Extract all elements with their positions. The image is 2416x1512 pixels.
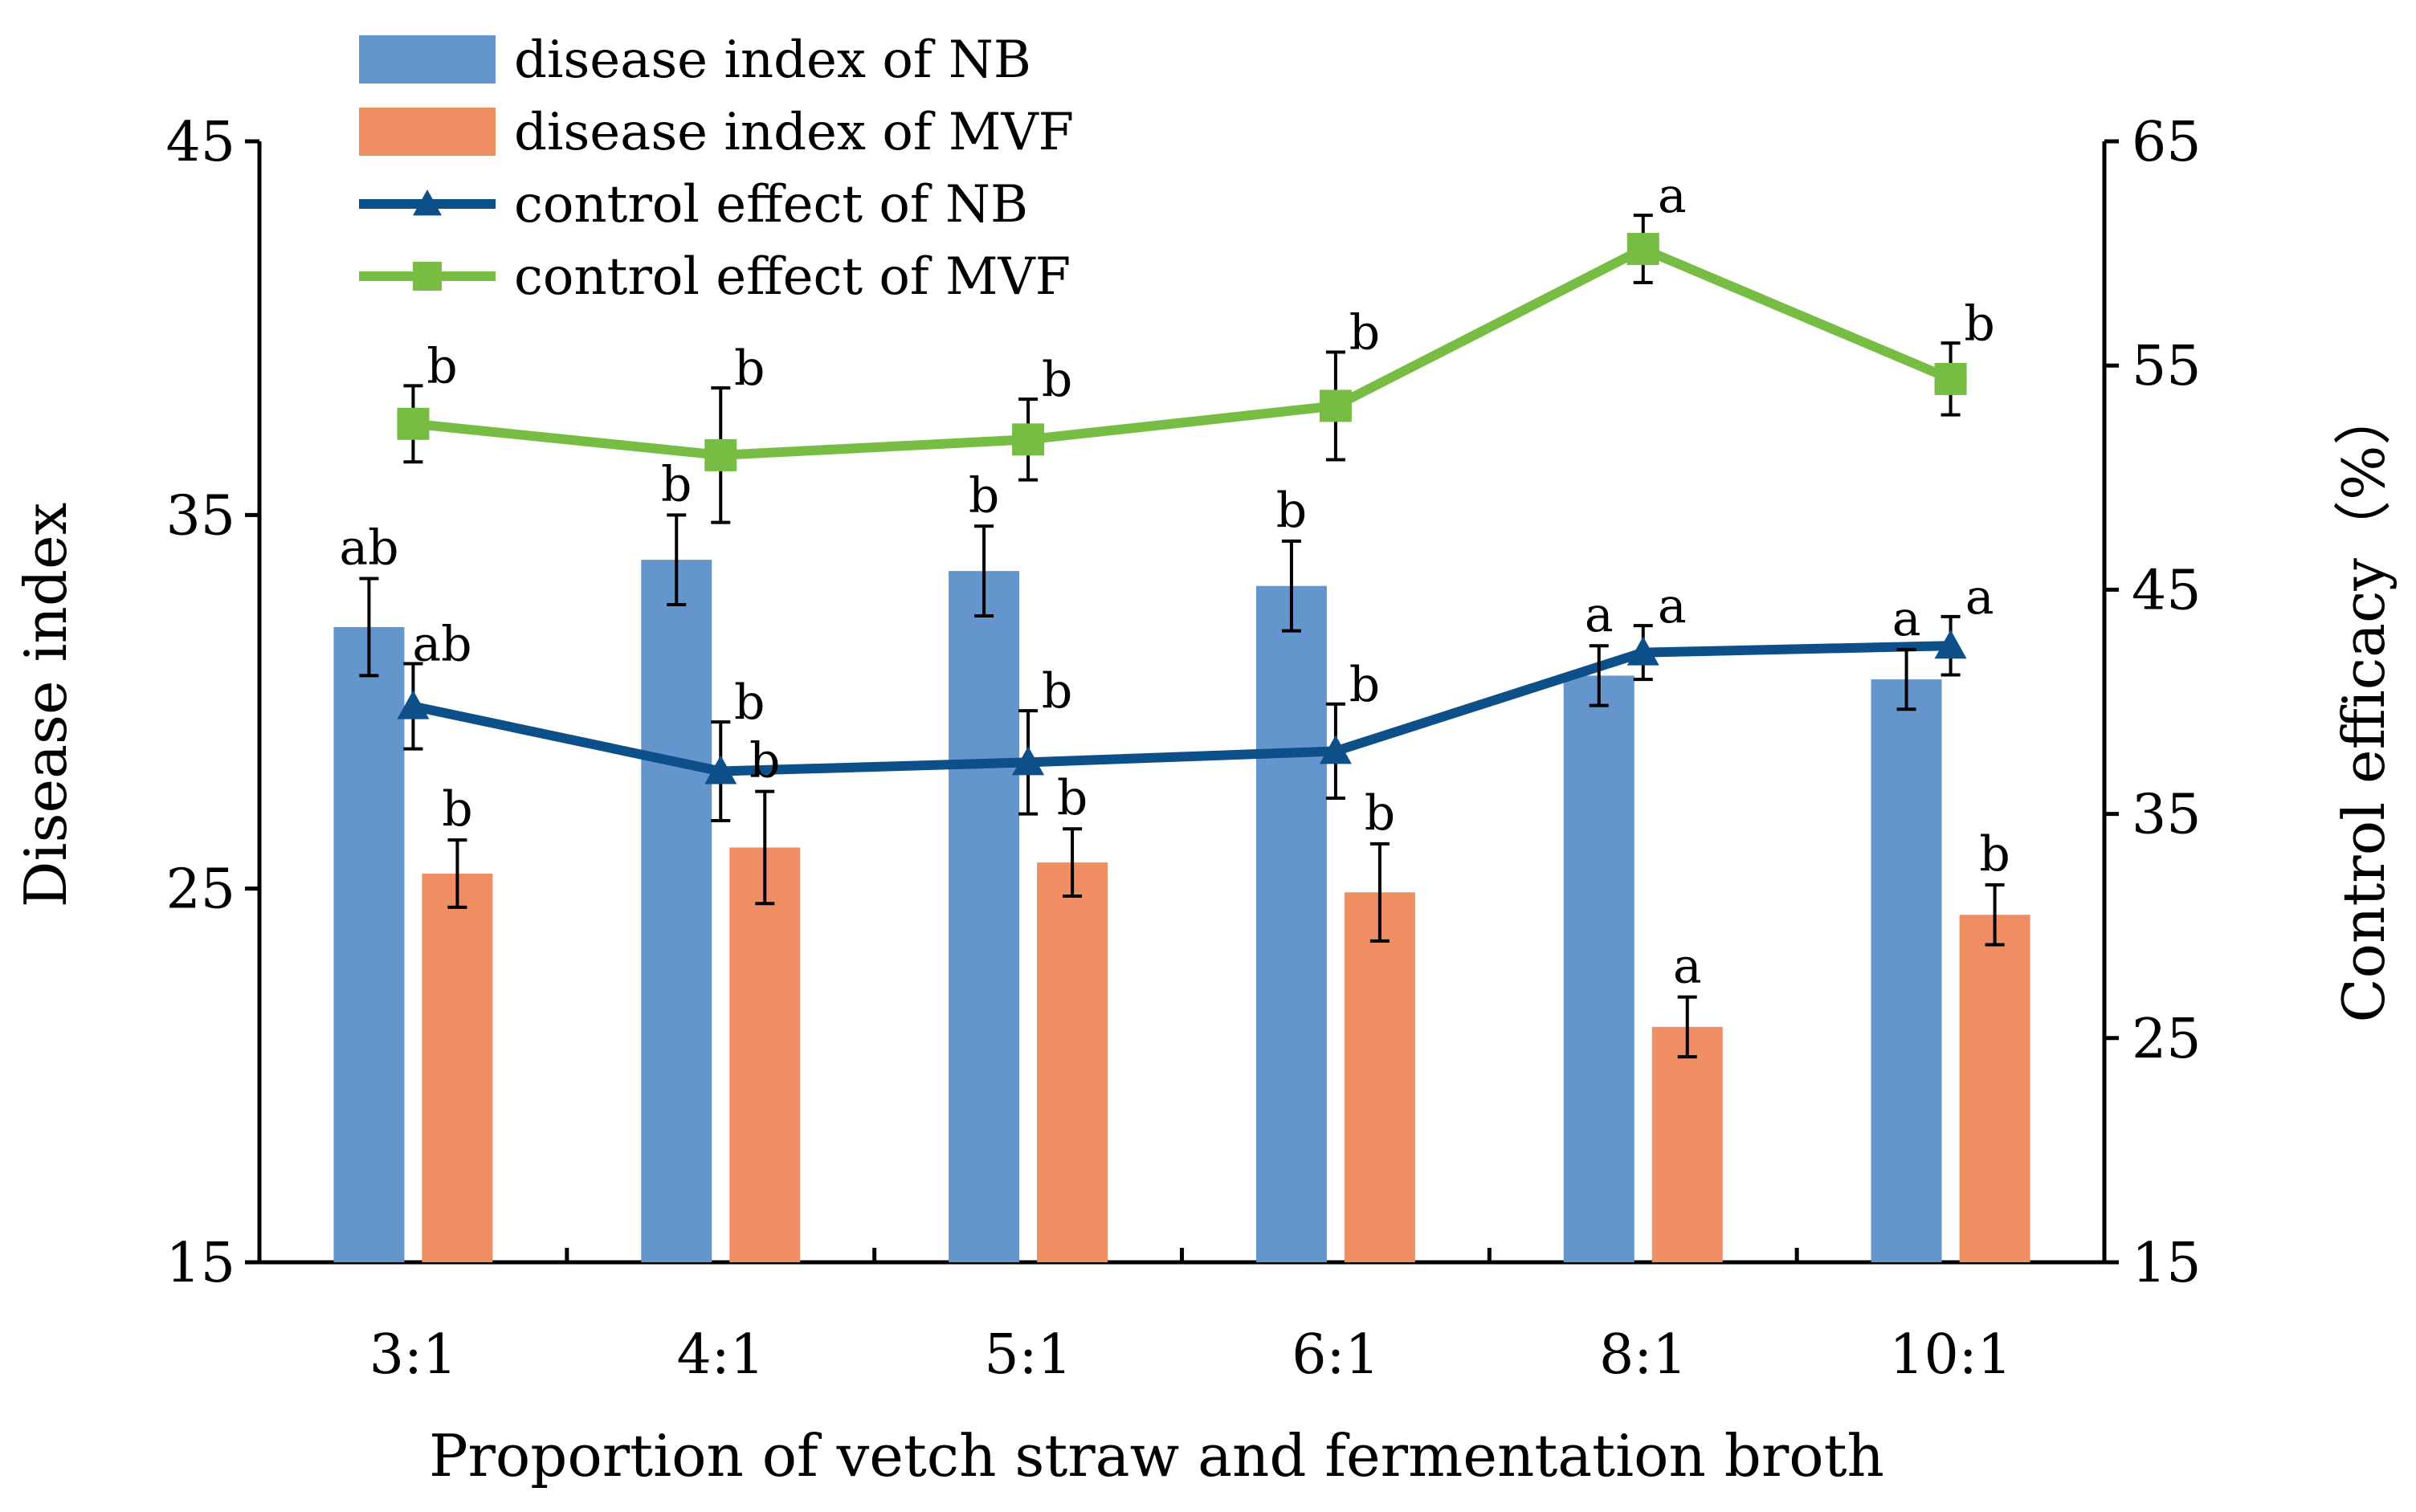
legend-swatch-nb-bar — [359, 35, 496, 84]
sig-label-bar-nb-4:1: b — [661, 456, 692, 512]
legend-marker-nb-line — [413, 190, 442, 216]
bar-mvf-4:1 — [729, 847, 801, 1262]
y-axis-title: Disease index — [12, 503, 80, 907]
bar-nb-6:1 — [1255, 585, 1327, 1262]
sig-label-line-mvf-10:1: b — [1964, 295, 1994, 352]
sig-label-bar-nb-5:1: b — [969, 467, 999, 524]
y-tick-label-25: 25 — [165, 858, 235, 922]
sig-label-line-nb-6:1: b — [1349, 657, 1380, 713]
y2-tick-label-25: 25 — [2132, 1008, 2202, 1071]
lines-layer — [412, 244, 1953, 776]
axes-layer: 15 25 35 45 15 25 35 45 55 65 3:1 4:1 5:1 6:1 8:1 10:1 — [165, 111, 2201, 1387]
sig-label-bar-mvf-10:1: b — [1979, 826, 2010, 882]
marker-square-mvf-5:1 — [1012, 423, 1045, 456]
marker-triangle-nb-3:1 — [397, 690, 430, 719]
sig-label-bar-nb-10:1: a — [1892, 591, 1921, 647]
marker-triangle-nb-5:1 — [1012, 746, 1045, 776]
sig-label-bar-nb-6:1: b — [1276, 483, 1307, 539]
sig-label-bar-mvf-6:1: b — [1365, 785, 1395, 842]
marker-square-mvf-10:1 — [1934, 362, 1967, 395]
sig-label-bar-mvf-4:1: b — [749, 733, 780, 789]
sig-label-line-mvf-3:1: b — [426, 338, 457, 394]
marker-triangle-nb-8:1 — [1626, 636, 1659, 666]
y2-tick-label-65: 65 — [2132, 111, 2202, 174]
bar-nb-3:1 — [333, 626, 405, 1262]
error-bars-layer — [359, 214, 2005, 1059]
x-tick-label-3:1: 3:1 — [369, 1323, 457, 1387]
sig-label-bar-nb-3:1: ab — [339, 520, 398, 576]
marker-triangle-nb-4:1 — [704, 755, 737, 785]
legend: disease index of NB disease index of MVF c… — [359, 31, 1074, 307]
y2-tick-label-55: 55 — [2132, 335, 2202, 398]
sig-label-line-mvf-5:1: b — [1042, 352, 1072, 408]
bar-nb-4:1 — [641, 560, 712, 1262]
marker-triangle-nb-6:1 — [1319, 735, 1352, 764]
legend-label-mvf-line: control effect of MVF — [514, 247, 1071, 307]
y2-tick-label-35: 35 — [2132, 784, 2202, 847]
bar-mvf-6:1 — [1344, 892, 1415, 1262]
sig-label-line-nb-4:1: b — [734, 674, 765, 731]
x-tick-label-8:1: 8:1 — [1599, 1323, 1687, 1387]
bar-mvf-8:1 — [1651, 1026, 1723, 1262]
y-tick-label-45: 45 — [165, 111, 235, 174]
marker-square-mvf-3:1 — [397, 407, 430, 440]
legend-label-nb-bar: disease index of NB — [514, 31, 1031, 90]
y-tick-label-15: 15 — [165, 1232, 235, 1295]
sig-label-line-nb-3:1: ab — [412, 617, 471, 673]
legend-marker-mvf-line — [413, 262, 442, 291]
bar-mvf-10:1 — [1959, 915, 2030, 1262]
sig-label-bar-mvf-8:1: a — [1673, 939, 1702, 995]
y-tick-label-35: 35 — [165, 484, 235, 548]
bar-mvf-3:1 — [422, 874, 493, 1262]
sig-label-line-nb-5:1: b — [1042, 663, 1072, 719]
bar-mvf-5:1 — [1037, 862, 1108, 1262]
legend-label-nb-line: control effect of NB — [514, 175, 1028, 234]
sig-label-line-mvf-8:1: a — [1658, 168, 1687, 224]
sig-label-line-nb-8:1: a — [1658, 578, 1687, 634]
markers-layer — [397, 233, 1967, 785]
sig-label-bar-nb-8:1: a — [1585, 587, 1614, 643]
y2-tick-label-45: 45 — [2132, 559, 2202, 622]
legend-label-mvf-bar: disease index of MVF — [514, 103, 1074, 162]
y2-tick-label-15: 15 — [2132, 1232, 2202, 1295]
plot-frame — [257, 141, 2107, 1265]
sig-label-bar-mvf-3:1: b — [442, 781, 472, 838]
sig-label-line-mvf-6:1: b — [1349, 304, 1380, 361]
x-axis-title: Proportion of vetch straw and fermentati… — [429, 1422, 1884, 1490]
marker-square-mvf-4:1 — [704, 438, 737, 471]
line-control-effect-nb — [412, 641, 1951, 776]
sig-label-line-nb-10:1: a — [1965, 569, 1994, 626]
sig-label-bar-mvf-5:1: b — [1057, 770, 1088, 826]
marker-square-mvf-8:1 — [1626, 233, 1659, 266]
y2-axis-title: Control efficacy（%） — [2330, 388, 2398, 1023]
x-tick-label-10:1: 10:1 — [1889, 1323, 2012, 1387]
x-tick-label-5:1: 5:1 — [984, 1323, 1071, 1387]
x-tick-label-4:1: 4:1 — [677, 1323, 765, 1387]
marker-square-mvf-6:1 — [1319, 389, 1352, 422]
bars-layer — [333, 560, 2030, 1262]
line-control-effect-mvf — [412, 244, 1953, 460]
sig-label-line-mvf-4:1: b — [734, 340, 765, 397]
bar-nb-8:1 — [1563, 675, 1634, 1262]
bar-nb-10:1 — [1871, 679, 1942, 1262]
x-tick-label-6:1: 6:1 — [1292, 1323, 1379, 1387]
bar-nb-5:1 — [949, 571, 1020, 1262]
marker-triangle-nb-10:1 — [1934, 630, 1967, 659]
legend-swatch-mvf-bar — [359, 108, 496, 156]
